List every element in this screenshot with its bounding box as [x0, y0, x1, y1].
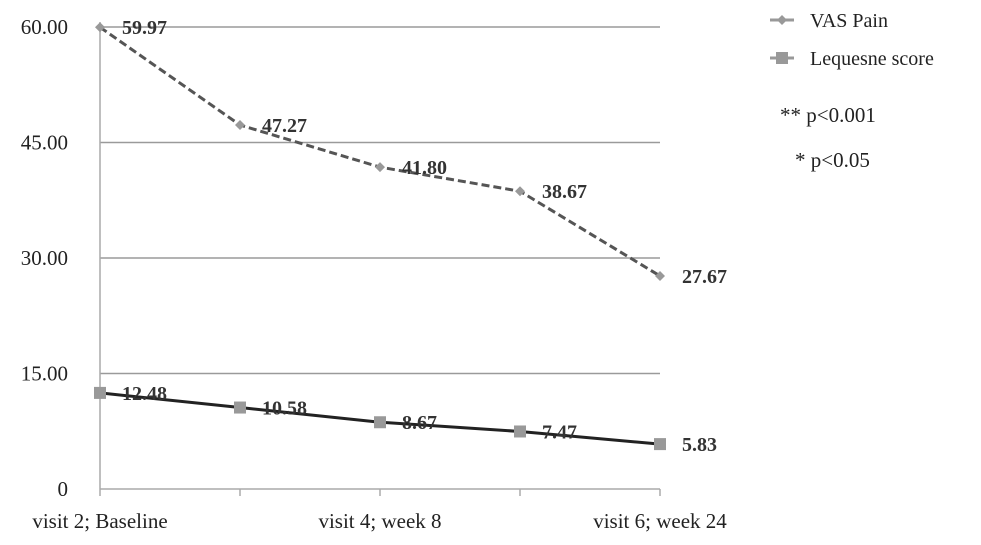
legend-marker	[776, 52, 788, 64]
data-point	[514, 425, 526, 438]
data-point	[374, 416, 386, 429]
x-tick-label: visit 2; Baseline	[32, 509, 167, 533]
y-tick-label: 45.00	[21, 131, 68, 155]
y-tick-label: 15.00	[21, 362, 68, 386]
y-tick-label: 60.00	[21, 15, 68, 39]
y-tick-label: 30.00	[21, 246, 68, 270]
data-point	[654, 438, 666, 451]
data-point	[515, 186, 525, 197]
data-point	[94, 386, 106, 399]
data-label: 10.58	[262, 398, 307, 420]
data-point	[235, 120, 245, 131]
y-tick-label: 0	[58, 477, 69, 501]
significance-note: ** p<0.001	[780, 103, 876, 127]
data-label: 8.67	[402, 412, 437, 434]
legend-label: Lequesne score	[810, 48, 934, 70]
data-label: 12.48	[122, 383, 167, 405]
x-tick-label: visit 6; week 24	[593, 509, 727, 533]
data-label: 41.80	[402, 157, 447, 179]
data-point	[375, 162, 385, 173]
data-label: 47.27	[262, 115, 307, 137]
data-point	[655, 270, 665, 281]
data-label: 38.67	[542, 181, 587, 203]
data-label: 7.47	[542, 421, 577, 443]
legend-marker	[777, 15, 787, 25]
significance-note: * p<0.05	[795, 148, 870, 172]
data-label: 27.67	[682, 266, 727, 288]
data-point	[95, 22, 105, 33]
data-point	[234, 401, 246, 414]
legend-label: VAS Pain	[810, 10, 888, 32]
series-line	[99, 26, 661, 278]
data-label: 59.97	[122, 17, 167, 39]
x-tick-label: visit 4; week 8	[318, 509, 441, 533]
data-label: 5.83	[682, 434, 717, 456]
